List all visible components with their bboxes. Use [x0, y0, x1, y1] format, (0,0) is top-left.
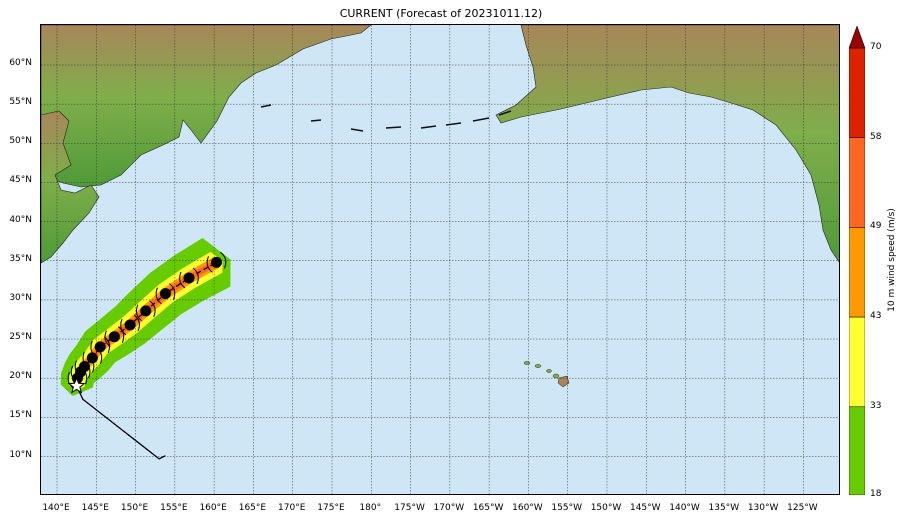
colorbar-tick-label: 49 — [870, 221, 882, 232]
latitude-label: 60°N — [9, 58, 32, 68]
land-asia — [41, 25, 372, 188]
longitude-label: 170°E — [278, 503, 306, 513]
colorbar-segment — [849, 137, 865, 228]
current-position-star — [67, 376, 86, 394]
colorbar-tick-label: 58 — [870, 131, 882, 142]
colorbar-tick-label: 43 — [870, 311, 882, 322]
colorbar — [849, 26, 865, 495]
latitude-label: 55°N — [9, 97, 32, 108]
colorbar-tick-label: 33 — [870, 400, 882, 411]
longitude-label: 165°E — [238, 503, 267, 513]
colorbar-segment — [849, 227, 865, 318]
longitude-label: 150°E — [120, 503, 149, 513]
colorbar-segment — [849, 316, 865, 408]
storm-position-marker — [120, 314, 140, 336]
storm-track — [67, 251, 227, 460]
aleutian-islands — [260, 104, 512, 132]
latitude-label: 10°N — [9, 449, 32, 460]
colorbar-segment — [849, 47, 865, 138]
longitude-label: 135°W — [708, 503, 740, 513]
longitude-label: 160°E — [199, 503, 227, 513]
latitude-label: 35°N — [9, 253, 32, 264]
storm-position-marker — [104, 326, 125, 348]
map-svg — [41, 25, 839, 494]
latitude-label: 50°N — [9, 136, 32, 147]
latitude-label: 30°N — [9, 292, 32, 303]
longitude-label: 140°W — [669, 503, 700, 513]
land-masses — [41, 25, 839, 388]
longitude-label: 155°W — [551, 503, 582, 513]
longitude-label: 180° — [359, 503, 382, 513]
past-track-line — [76, 385, 166, 460]
map-title: CURRENT (Forecast of 20231011.12) — [339, 7, 543, 20]
land-north-america — [495, 25, 839, 263]
longitude-label: 165°W — [472, 503, 504, 513]
longitude-label: 150°W — [590, 503, 622, 513]
wind-swath — [60, 238, 231, 396]
colorbar-tick-label: 70 — [870, 42, 882, 52]
storm-position-marker — [179, 267, 199, 289]
latitude-label: 20°N — [9, 371, 32, 382]
latitude-label: 25°N — [9, 332, 32, 343]
longitude-label: 145°E — [81, 503, 109, 513]
hawaii-islands — [523, 361, 570, 388]
longitude-label: 140°E — [42, 503, 70, 513]
storm-position-marker — [135, 300, 156, 322]
colorbar-tick-label: 18 — [870, 489, 882, 499]
longitude-label: 175°E — [317, 503, 345, 513]
graticule — [41, 25, 839, 494]
longitude-label: 160°W — [512, 503, 543, 513]
wind-swath-band — [74, 259, 218, 387]
storm-position-marker — [155, 283, 176, 305]
colorbar-label: 10 m wind speed (m/s) — [887, 208, 897, 312]
latitude-label: 45°N — [9, 175, 32, 186]
colorbar-extend-arrow — [849, 26, 865, 49]
longitude-label: 155°E — [160, 503, 188, 513]
longitude-label: 145°W — [629, 503, 661, 513]
longitude-label: 125°W — [787, 503, 818, 513]
longitude-label: 170°W — [433, 503, 465, 513]
longitude-label: 175°W — [394, 503, 425, 513]
storm-position-marker — [206, 251, 227, 273]
colorbar-segment — [849, 406, 865, 495]
map-panel[interactable] — [40, 24, 840, 495]
latitude-label: 15°N — [9, 410, 32, 421]
longitude-label: 130°W — [747, 503, 779, 513]
latitude-label: 40°N — [9, 214, 32, 225]
